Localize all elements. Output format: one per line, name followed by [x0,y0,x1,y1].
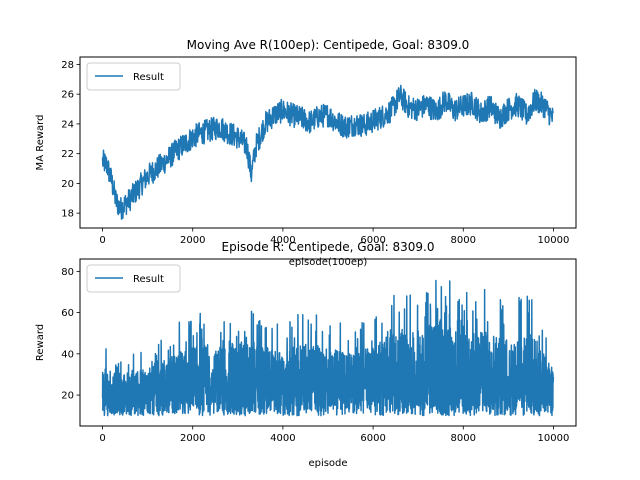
top-x-tick-label: 6000 [360,235,385,246]
top-y-tick-label: 20 [61,179,74,190]
top-subplot: 0 2000 4000 6000 8000 10000 18 20 22 24 26 28 Movin… [35,38,577,268]
top-y-tick-label: 26 [61,90,74,101]
top-y-tick-label: 24 [61,119,74,130]
bottom-y-tick-label: 80 [61,267,74,278]
top-y-tick-label: 22 [61,149,74,160]
top-legend-label: Result [133,72,164,83]
bottom-x-tick-label: 0 [99,433,105,444]
bottom-legend-box [86,264,181,293]
top-series-result-line [101,84,554,220]
bottom-y-tick-label: 60 [61,308,74,319]
bottom-y-tick-label: 40 [61,349,74,360]
top-legend-box [86,62,181,91]
bottom-legend: Result [86,264,181,293]
top-x-tick-label: 0 [99,235,105,246]
bottom-x-tick-label: 8000 [451,433,476,444]
bottom-x-tick-label: 10000 [538,433,570,444]
bottom-x-axis-label: episode [308,458,347,469]
top-x-tick-label: 2000 [180,235,205,246]
bottom-chart-title: Episode R: Centipede, Goal: 8309.0 [222,240,435,254]
bottom-x-tick-label: 4000 [270,433,295,444]
bottom-axes-frame [79,258,577,427]
bottom-series-result-line [101,279,555,417]
bottom-x-tick-label: 2000 [180,433,205,444]
top-y-tick-label: 28 [61,60,74,71]
top-x-axis-label: episode(100ep) [289,257,368,268]
bottom-x-tick-label: 6000 [360,433,385,444]
top-chart-title: Moving Ave R(100ep): Centipede, Goal: 83… [187,38,470,52]
bottom-subplot: 0 2000 4000 6000 8000 10000 20 40 60 80 Episode R… [35,240,577,469]
top-legend: Result [86,62,181,91]
bottom-legend-label: Result [133,274,164,285]
top-x-tick-label: 8000 [451,235,476,246]
top-x-tick-label: 10000 [538,235,570,246]
top-y-tick-label: 18 [61,209,74,220]
bottom-y-tick-label: 20 [61,391,74,402]
bottom-y-axis-label: Reward [35,324,46,361]
top-y-axis-label: MA Reward [35,115,46,171]
top-x-tick-label: 4000 [270,235,295,246]
top-axes-frame [79,56,577,229]
